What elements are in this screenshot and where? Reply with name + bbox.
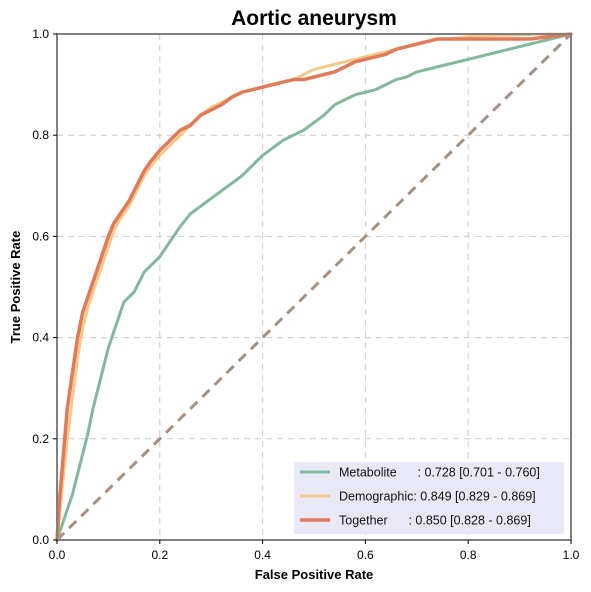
axis-ticks: 0.0 0.2 0.4 0.6 0.8 1.0 0.0 0.2 0.4 0.6 0.8 1.0 xyxy=(32,27,579,562)
series-lines xyxy=(55,32,573,542)
legend-entry-together: Together : 0.850 [0.828 - 0.869] xyxy=(339,514,531,528)
y-axis-label: True Positive Rate xyxy=(8,231,23,344)
legend: Metabolite : 0.728 [0.701 - 0.760] Demog… xyxy=(294,462,564,534)
grid xyxy=(57,34,571,540)
chart-title: Aortic aneurysm xyxy=(231,7,397,30)
x-tick-label-1: 0.2 xyxy=(151,548,168,562)
y-tick-label-2: 0.4 xyxy=(32,331,49,345)
y-tick-label-5: 1.0 xyxy=(32,27,49,41)
x-axis-label: False Positive Rate xyxy=(255,567,374,582)
x-tick-label-3: 0.6 xyxy=(357,548,374,562)
legend-box xyxy=(294,462,564,534)
series-line-metabolite xyxy=(55,32,573,542)
legend-entry-demographic: Demographic: 0.849 [0.829 - 0.869] xyxy=(339,490,536,504)
reference-diagonal xyxy=(55,32,573,542)
y-tick-label-4: 0.8 xyxy=(32,128,49,142)
x-tick-label-0: 0.0 xyxy=(49,548,66,562)
diagonal-line xyxy=(55,32,573,542)
x-tick-label-5: 1.0 xyxy=(563,548,580,562)
y-tick-label-3: 0.6 xyxy=(32,229,49,243)
y-tick-label-0: 0.0 xyxy=(32,533,49,547)
x-tick-label-4: 0.8 xyxy=(460,548,477,562)
x-tick-label-2: 0.4 xyxy=(254,548,271,562)
series-line-together xyxy=(55,32,573,542)
plot-frame xyxy=(56,33,572,541)
legend-entry-metabolite: Metabolite : 0.728 [0.701 - 0.760] xyxy=(339,466,540,480)
y-tick-label-1: 0.2 xyxy=(32,432,49,446)
